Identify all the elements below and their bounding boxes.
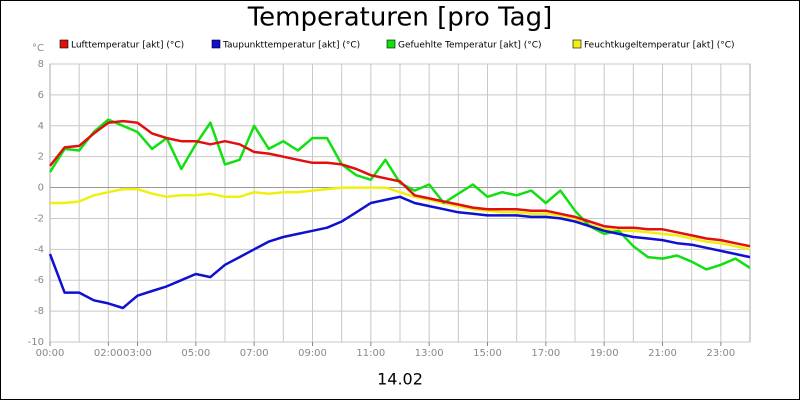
x-axis-label: 14.02 [377, 370, 423, 389]
x-tick-label: 00:00 [36, 348, 65, 359]
x-tick-label: 07:00 [240, 348, 269, 359]
x-tick-label: 03:00 [123, 348, 152, 359]
legend-label: Gefuehlte Temperatur [akt] (°C) [398, 41, 542, 51]
x-tick-label: 11:00 [356, 348, 385, 359]
legend-swatch [211, 39, 221, 49]
series-line [49, 119, 751, 248]
chart-title: Temperaturen [pro Tag] [247, 3, 553, 33]
y-tick-label: 4 [38, 121, 44, 132]
x-tick-label: 13:00 [415, 348, 444, 359]
legend-label: Lufttemperatur [akt] (°C) [71, 41, 184, 51]
legend-label: Feuchtkugeltemperatur [akt] (°C) [584, 41, 735, 51]
y-tick-label: -6 [34, 275, 44, 286]
y-tick-label: -4 [34, 244, 44, 255]
y-tick-label: -8 [34, 306, 44, 317]
y-tick-label: 6 [38, 90, 44, 101]
legend-label: Taupunkttemperatur [akt] (°C) [222, 41, 360, 51]
y-tick-label: 8 [38, 59, 44, 70]
x-tick-label: 02:00 [94, 348, 123, 359]
x-tick-label: 17:00 [531, 348, 560, 359]
x-tick-label: 19:00 [590, 348, 619, 359]
legend-swatch [572, 39, 582, 49]
legend-swatch [386, 39, 396, 49]
series-line [50, 186, 751, 251]
legend-swatch [59, 39, 69, 49]
y-tick-label: -10 [28, 337, 44, 348]
x-tick-label: 23:00 [706, 348, 735, 359]
y-tick-label: 2 [38, 152, 44, 163]
series-line [48, 195, 751, 310]
x-tick-label: 09:00 [298, 348, 327, 359]
x-tick-label: 05:00 [181, 348, 210, 359]
x-tick-label: 21:00 [648, 348, 677, 359]
y-axis-label: °C [32, 43, 44, 54]
x-tick-label: 15:00 [473, 348, 502, 359]
y-tick-label: -2 [34, 213, 44, 224]
y-tick-label: 0 [38, 183, 44, 194]
